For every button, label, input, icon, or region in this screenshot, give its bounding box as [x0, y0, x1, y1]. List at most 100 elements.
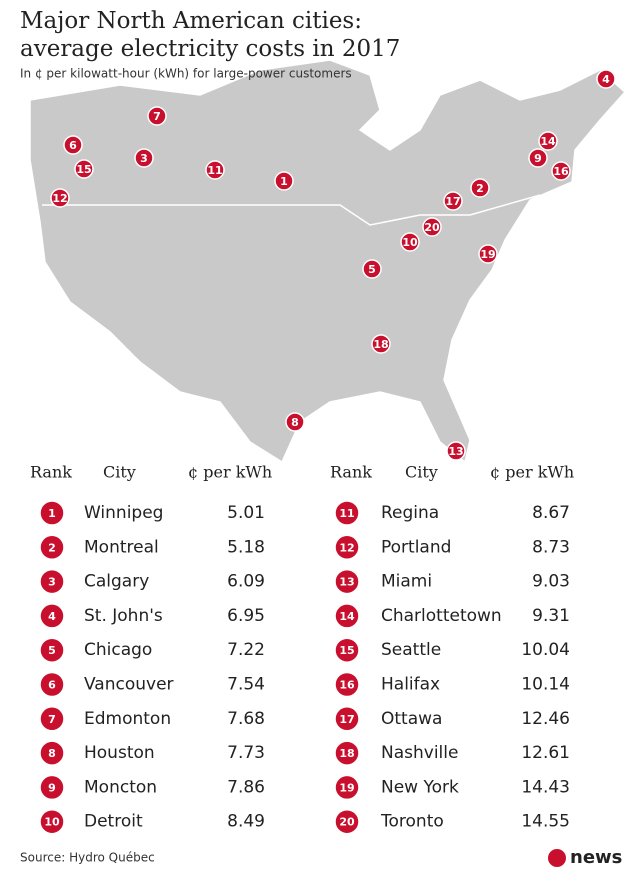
- rank-number: 12: [52, 192, 67, 205]
- city-name: Regina: [381, 503, 439, 523]
- logo-gem: [548, 849, 566, 867]
- title-line: average electricity costs in 2017: [20, 36, 400, 62]
- cost-value: 10.14: [521, 675, 570, 695]
- subtitle: In ¢ per kilowatt-hour (kWh) for large-p…: [20, 67, 352, 81]
- rank-badge: [147, 106, 167, 126]
- rank-badge: [39, 637, 65, 663]
- rank-number: 14: [339, 610, 355, 623]
- rank-badge: [134, 148, 154, 168]
- rank-number: 11: [339, 507, 354, 520]
- column-header: ¢ per kWh: [490, 463, 574, 482]
- cost-value: 6.09: [227, 572, 265, 592]
- city-name: Calgary: [84, 572, 149, 592]
- rank-number: 19: [339, 781, 354, 794]
- rank-number: 18: [373, 338, 388, 351]
- rank-number: 2: [476, 182, 484, 195]
- rank-number: 20: [424, 221, 440, 234]
- title-line: Major North American cities:: [20, 8, 362, 34]
- rank-number: 1: [48, 507, 56, 520]
- rank-badge: [371, 334, 391, 354]
- rank-number: 13: [448, 445, 463, 458]
- rank-badge: [551, 161, 571, 181]
- rank-number: 6: [48, 679, 56, 692]
- rank-number: 9: [48, 781, 56, 794]
- rank-number: 20: [339, 816, 355, 829]
- rank-badge: [443, 191, 463, 211]
- city-name: Nashville: [381, 743, 458, 763]
- city-name: Ottawa: [381, 709, 442, 729]
- rank-number: 11: [207, 164, 222, 177]
- rank-number: 13: [339, 576, 354, 589]
- cost-value: 7.73: [227, 743, 265, 763]
- cost-value: 10.04: [521, 640, 570, 660]
- column-header: City: [405, 463, 438, 482]
- border-line: [42, 194, 541, 226]
- rank-badge: [274, 171, 294, 191]
- rank-number: 16: [339, 679, 355, 692]
- cost-value: 14.55: [521, 812, 570, 832]
- city-name: St. John's: [84, 606, 163, 626]
- city-name: Montreal: [84, 537, 159, 557]
- logo: news: [570, 847, 622, 868]
- city-name: Portland: [381, 537, 451, 557]
- rank-badge: [538, 131, 558, 151]
- rank-badge: [39, 740, 65, 766]
- column-header: Rank: [30, 463, 72, 482]
- rank-number: 4: [48, 610, 56, 623]
- rank-badge: [446, 441, 466, 461]
- city-name: Winnipeg: [84, 503, 163, 523]
- rank-number: 16: [553, 165, 569, 178]
- rank-number: 15: [76, 163, 91, 176]
- cost-value: 9.03: [532, 572, 570, 592]
- rank-badge: [334, 603, 360, 629]
- rank-number: 10: [44, 816, 60, 829]
- rank-badge: [39, 671, 65, 698]
- rank-number: 3: [48, 576, 56, 589]
- column-header: City: [103, 463, 136, 482]
- rank-number: 19: [480, 248, 495, 261]
- cost-value: 5.01: [227, 503, 265, 523]
- rank-badge: [50, 188, 70, 208]
- rank-number: 1: [280, 175, 288, 188]
- cost-value: 9.31: [532, 606, 570, 626]
- rank-badge: [334, 568, 360, 595]
- cost-value: 14.43: [521, 777, 570, 797]
- rank-badge: [205, 160, 225, 180]
- city-name: Vancouver: [84, 675, 174, 695]
- rank-number: 17: [445, 195, 460, 208]
- cost-value: 7.22: [227, 640, 265, 660]
- city-name: Halifax: [381, 675, 440, 695]
- cost-value: 8.67: [532, 503, 570, 523]
- rank-badge: [39, 706, 65, 732]
- rank-number: 8: [48, 747, 56, 760]
- rank-number: 12: [339, 541, 354, 554]
- rank-badge: [39, 500, 65, 526]
- rank-badge: [334, 808, 360, 835]
- cost-value: 8.73: [532, 537, 570, 557]
- cost-value: 12.61: [521, 743, 570, 763]
- rank-badge: [596, 69, 616, 89]
- rank-number: 6: [69, 139, 77, 152]
- rank-number: 15: [339, 644, 354, 657]
- city-name: Detroit: [84, 812, 143, 832]
- rank-number: 17: [339, 713, 354, 726]
- rank-badge: [470, 178, 490, 198]
- city-name: Seattle: [381, 640, 441, 660]
- rank-badge: [39, 774, 65, 801]
- rank-badge: [285, 412, 305, 432]
- rank-badge: [334, 637, 360, 663]
- rank-number: 14: [540, 135, 556, 148]
- rank-badge: [39, 534, 65, 561]
- cost-value: 7.86: [227, 777, 265, 797]
- city-name: New York: [381, 777, 459, 797]
- rank-badge: [39, 808, 65, 835]
- cost-value: 8.49: [227, 812, 265, 832]
- cost-value: 7.68: [227, 709, 265, 729]
- rank-badge: [63, 135, 83, 155]
- column-header: Rank: [330, 463, 372, 482]
- rank-number: 5: [48, 644, 56, 657]
- rank-number: 5: [368, 263, 376, 276]
- city-name: Miami: [381, 572, 432, 592]
- rank-badge: [334, 500, 360, 526]
- rank-badge: [528, 148, 548, 168]
